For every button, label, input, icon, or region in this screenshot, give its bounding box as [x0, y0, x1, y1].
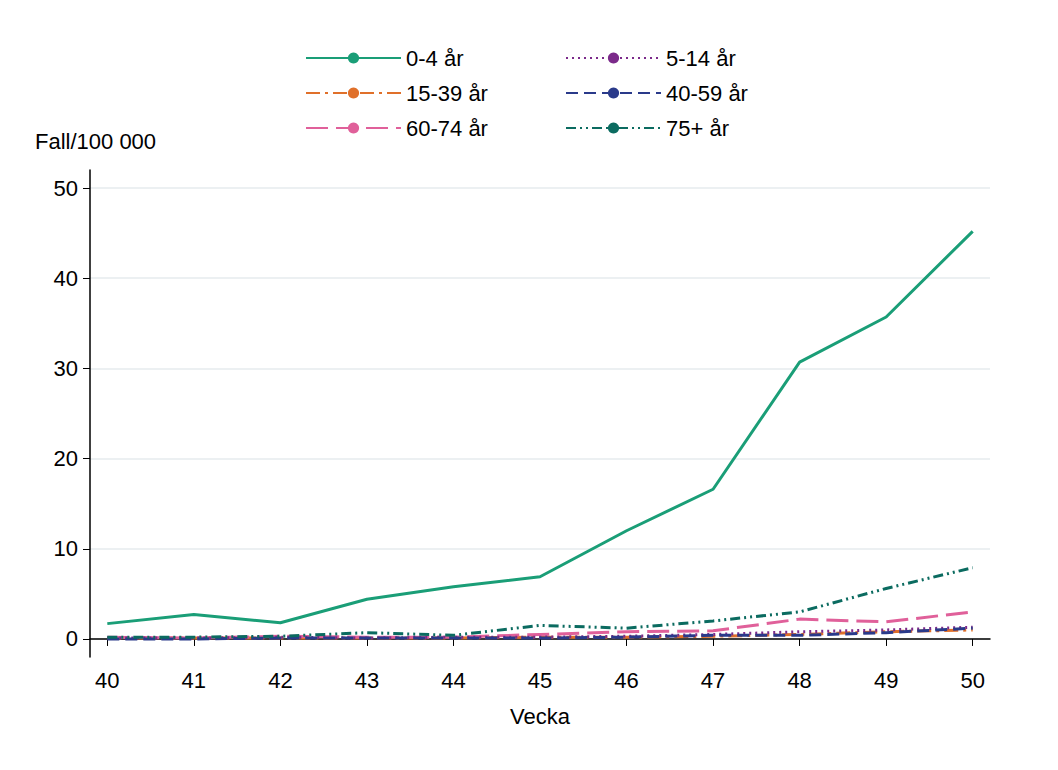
svg-text:40-59 år: 40-59 år — [666, 81, 748, 106]
svg-text:40: 40 — [54, 266, 78, 291]
svg-text:47: 47 — [701, 668, 725, 693]
svg-text:43: 43 — [355, 668, 379, 693]
svg-text:44: 44 — [441, 668, 465, 693]
svg-text:Vecka: Vecka — [510, 704, 571, 729]
svg-text:40: 40 — [95, 668, 119, 693]
svg-text:41: 41 — [182, 668, 206, 693]
svg-text:5-14 år: 5-14 år — [666, 46, 736, 71]
svg-text:50: 50 — [54, 176, 78, 201]
svg-text:45: 45 — [528, 668, 552, 693]
svg-text:48: 48 — [787, 668, 811, 693]
svg-text:0-4 år: 0-4 år — [406, 46, 463, 71]
svg-text:46: 46 — [614, 668, 638, 693]
svg-text:20: 20 — [54, 446, 78, 471]
svg-text:42: 42 — [268, 668, 292, 693]
svg-text:60-74 år: 60-74 år — [406, 116, 488, 141]
svg-text:0: 0 — [66, 626, 78, 651]
svg-text:10: 10 — [54, 536, 78, 561]
svg-text:49: 49 — [874, 668, 898, 693]
svg-text:50: 50 — [960, 668, 984, 693]
svg-text:75+ år: 75+ år — [666, 116, 729, 141]
svg-text:15-39 år: 15-39 år — [406, 81, 488, 106]
svg-text:Fall/100 000: Fall/100 000 — [35, 129, 156, 154]
svg-text:30: 30 — [54, 356, 78, 381]
